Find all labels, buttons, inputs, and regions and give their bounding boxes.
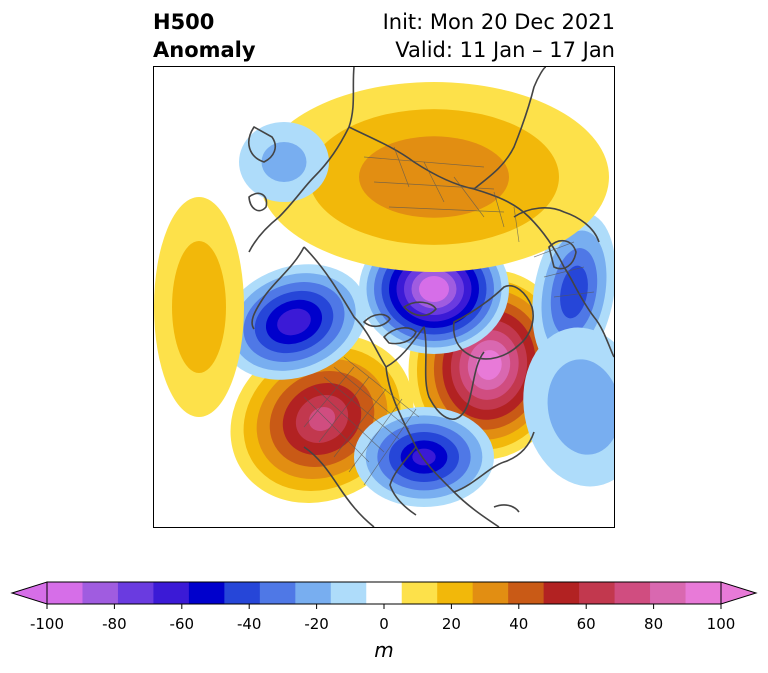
colorbar-tick-label: 40 [509, 615, 529, 633]
colorbar-tick-label: 60 [576, 615, 596, 633]
colorbar-segment [579, 582, 616, 604]
colorbar-tick-label: -40 [236, 615, 262, 633]
anomaly-center [239, 122, 329, 202]
colorbar-segment [472, 582, 509, 604]
anomaly-center [221, 264, 367, 380]
colorbar-segment [224, 582, 261, 604]
anomaly-contour [277, 308, 311, 336]
colorbar-segment [685, 582, 722, 604]
coastlines [248, 67, 614, 527]
colorbar-segment [47, 582, 83, 604]
colorbar-segment [295, 582, 332, 604]
anomaly-contour [359, 136, 509, 218]
colorbar-segment [259, 582, 296, 604]
colorbar-tick-label: -100 [29, 615, 65, 633]
anomaly-map-svg [154, 67, 614, 527]
colorbar-segment [401, 582, 438, 604]
anomaly-center [354, 407, 494, 507]
anomaly-contour [261, 142, 307, 182]
anomaly-contour [172, 241, 226, 373]
colorbar-extend-low [10, 581, 48, 605]
anomaly-center [523, 327, 614, 487]
anomaly-contour [560, 265, 588, 319]
colorbar-tick-label: 0 [379, 615, 389, 633]
colorbar-segment [117, 582, 154, 604]
political-boundaries [303, 146, 595, 486]
colorbar-segment [437, 582, 474, 604]
colorbar-tick-label: -20 [304, 615, 329, 633]
chart-dates: Init: Mon 20 Dec 2021 Valid: 11 Jan – 17… [383, 8, 615, 64]
colorbar-segment [188, 582, 225, 604]
anomaly-map [153, 66, 615, 528]
valid-date: Valid: 11 Jan – 17 Jan [395, 38, 615, 62]
colorbar-label: m [374, 638, 394, 662]
colorbar-segment [650, 582, 687, 604]
colorbar-segment [330, 582, 367, 604]
colorbar-segment [366, 582, 403, 604]
init-date: Init: Mon 20 Dec 2021 [382, 10, 615, 34]
colorbar-segment [543, 582, 580, 604]
colorbar-segment [614, 582, 651, 604]
colorbar-segment [508, 582, 545, 604]
colorbar-extend-high [720, 581, 758, 605]
colorbar-segment [153, 582, 190, 604]
colorbar-tick-label: -80 [102, 615, 127, 633]
colorbar-tick-label: 80 [644, 615, 664, 633]
chart-title: H500 Anomaly [153, 8, 256, 64]
title-line-2: Anomaly [153, 38, 256, 62]
anomaly-center [154, 197, 244, 417]
colorbar-segment [82, 582, 119, 604]
anomaly-contour [426, 282, 442, 296]
colorbar-tick-label: 100 [706, 615, 736, 633]
title-line-1: H500 [153, 10, 215, 34]
colorbar [10, 581, 758, 609]
colorbar-tick-label: -60 [169, 615, 195, 633]
anomaly-contour [547, 359, 614, 455]
colorbar-tick-label: 20 [441, 615, 461, 633]
anomaly-contour [412, 448, 436, 466]
